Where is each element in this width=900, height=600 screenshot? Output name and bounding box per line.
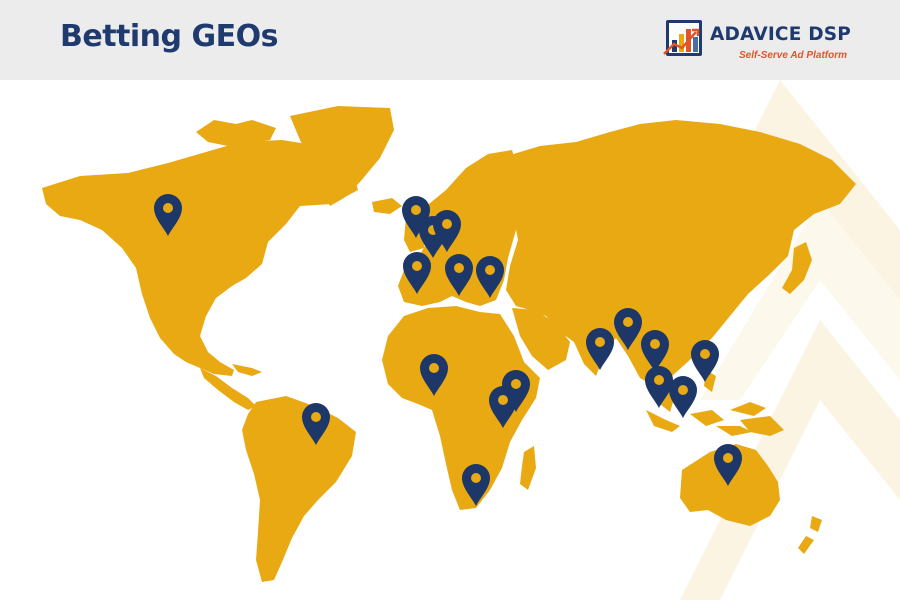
japan-land	[782, 242, 812, 294]
central-america-land	[200, 368, 256, 410]
marker-layer	[154, 194, 742, 506]
arctic-islands-land	[196, 120, 276, 146]
map-pin-icon[interactable]	[403, 252, 431, 294]
map-pin-icon[interactable]	[402, 196, 430, 238]
map-pin-icon[interactable]	[302, 403, 330, 445]
map-pin-icon[interactable]	[641, 330, 669, 372]
asia-land	[500, 120, 856, 386]
map-pin-icon[interactable]	[669, 376, 697, 418]
map-pin-icon[interactable]	[489, 386, 517, 428]
brand-logo: ADAVICE DSP Self-Serve Ad Platform	[662, 18, 852, 64]
map-pin-icon[interactable]	[586, 328, 614, 370]
baffin-land	[248, 146, 284, 182]
map-pin-icon[interactable]	[462, 464, 490, 506]
page-title: Betting GEOs	[60, 19, 278, 54]
madagascar-land	[520, 446, 536, 490]
iceland-land	[372, 198, 402, 214]
map-pin-icon[interactable]	[691, 340, 719, 382]
logo-tagline: Self-Serve Ad Platform	[739, 50, 847, 61]
map-pin-icon[interactable]	[614, 308, 642, 350]
south-america-land	[242, 396, 356, 582]
greenland-land	[290, 106, 394, 206]
map-pin-icon[interactable]	[476, 256, 504, 298]
new-guinea-land	[740, 416, 784, 436]
map-pin-icon[interactable]	[433, 210, 461, 252]
north-america-land	[42, 140, 358, 376]
indonesia-land	[646, 402, 766, 436]
map-pin-icon[interactable]	[154, 194, 182, 236]
map-pin-icon[interactable]	[502, 370, 530, 412]
bar-chart-logo-icon	[663, 20, 702, 56]
map-pin-icon[interactable]	[445, 254, 473, 296]
australia-land	[680, 444, 780, 526]
caribbean-land	[232, 364, 262, 376]
map-pin-icon[interactable]	[645, 366, 673, 408]
map-pin-icon[interactable]	[420, 354, 448, 396]
landmass	[42, 106, 856, 582]
map-pin-icon[interactable]	[714, 444, 742, 486]
africa-land	[382, 306, 540, 510]
logo-name: ADAVICE DSP	[710, 24, 852, 45]
arabia-land	[512, 308, 570, 370]
header-bar: Betting GEOs ADAVICE DSP Self-Serve Ad P…	[0, 0, 900, 80]
new-zealand-land	[798, 516, 822, 554]
world-map	[42, 106, 856, 582]
